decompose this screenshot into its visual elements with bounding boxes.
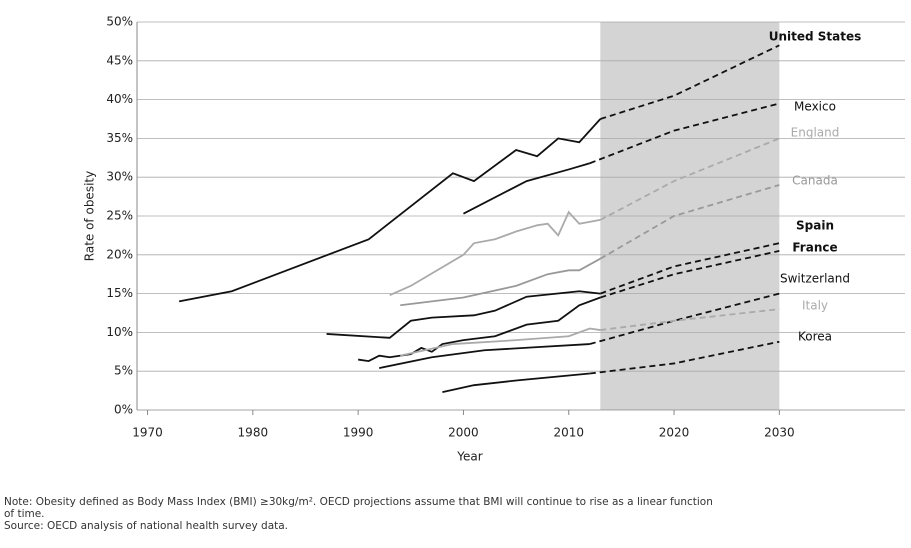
y-tick-label: 30% xyxy=(106,170,133,184)
x-tick-label: 2020 xyxy=(659,426,690,440)
series-label: Korea xyxy=(798,330,832,344)
y-tick-label: 40% xyxy=(106,92,133,106)
series-label: Switzerland xyxy=(780,272,850,286)
x-axis-label: Year xyxy=(456,450,482,464)
series-label: Canada xyxy=(792,174,838,188)
series-line xyxy=(326,290,601,339)
y-axis-label: Rate of obesity xyxy=(83,171,97,261)
y-tick-label: 35% xyxy=(106,131,133,145)
y-tick-label: 0% xyxy=(114,403,133,417)
projection-line xyxy=(599,137,780,221)
projection-line xyxy=(600,308,780,331)
y-tick-label: 25% xyxy=(106,209,133,223)
y-tick-label: 5% xyxy=(114,364,133,378)
x-tick-label: 1990 xyxy=(343,426,374,440)
x-tick-label: 2010 xyxy=(553,426,584,440)
x-tick-label: 2000 xyxy=(448,426,479,440)
x-tick-label: 2030 xyxy=(764,426,795,440)
projection-line xyxy=(599,184,780,260)
x-tick-label: 1970 xyxy=(132,426,163,440)
projection-line xyxy=(600,250,780,299)
series-label: Mexico xyxy=(794,100,836,114)
series-line xyxy=(400,327,601,357)
projection-line xyxy=(589,102,780,165)
series-label: Italy xyxy=(802,299,828,313)
series-label: Spain xyxy=(796,219,834,233)
series-line xyxy=(379,343,590,369)
series-line xyxy=(400,257,601,307)
series-label: England xyxy=(791,126,840,140)
note: of time. xyxy=(4,508,45,520)
projection-line xyxy=(600,44,780,120)
series-label: United States xyxy=(769,30,862,44)
projection-line xyxy=(589,340,780,375)
y-tick-label: 15% xyxy=(106,286,133,300)
x-tick-label: 1980 xyxy=(238,426,269,440)
y-tick-label: 10% xyxy=(106,325,133,339)
note: Note: Obesity defined as Body Mass Index… xyxy=(4,496,713,508)
y-tick-label: 50% xyxy=(106,15,133,29)
projection-line xyxy=(600,242,780,295)
series-line xyxy=(178,118,602,303)
series-label: France xyxy=(792,241,837,255)
y-tick-label: 45% xyxy=(106,53,133,67)
series-line xyxy=(463,162,591,215)
series-line xyxy=(389,210,601,296)
y-tick-label: 20% xyxy=(106,247,133,261)
series-line xyxy=(442,372,590,394)
note: Source: OECD analysis of national health… xyxy=(4,520,288,532)
